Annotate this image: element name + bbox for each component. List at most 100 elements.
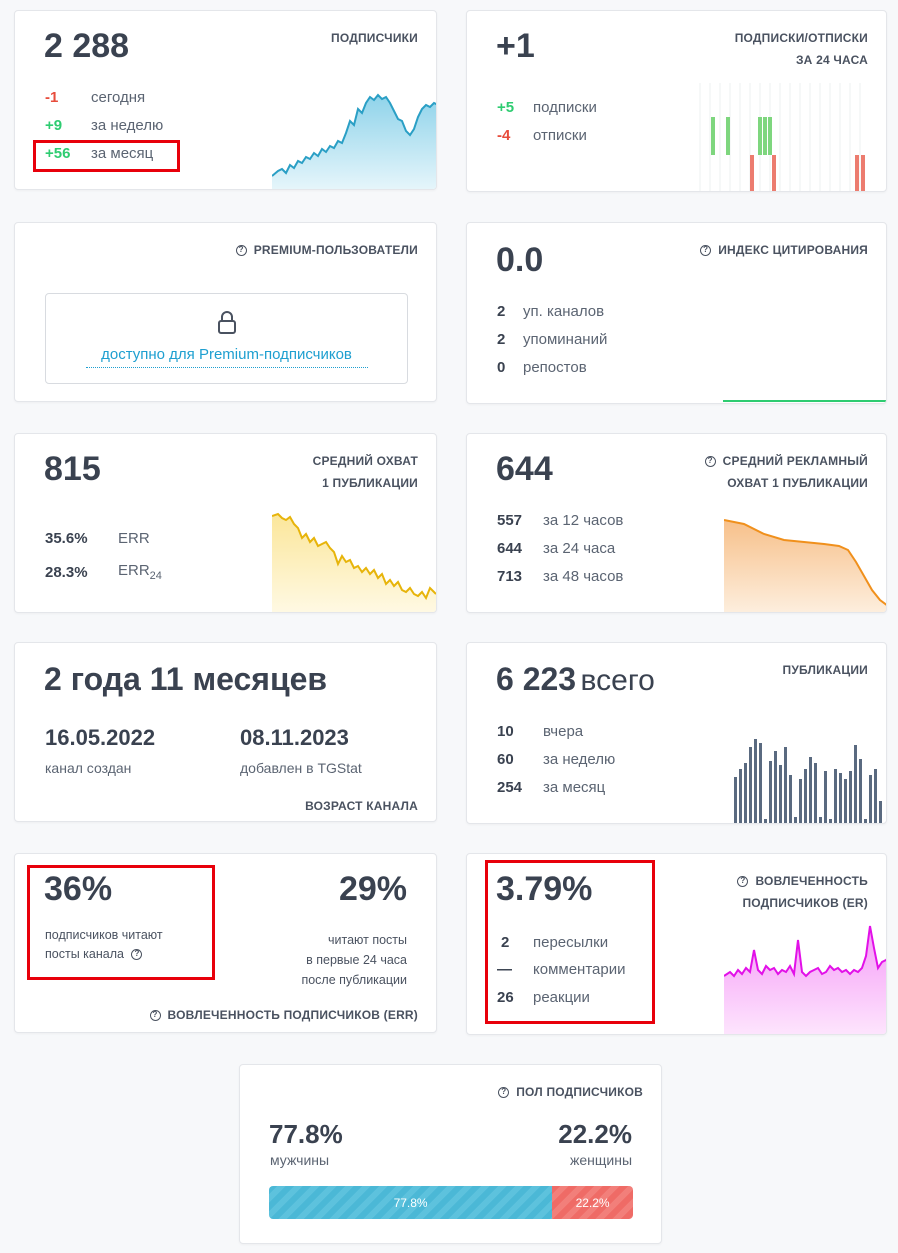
unsubs-value: -4 (497, 127, 511, 144)
subs-value: +5 (497, 99, 515, 116)
posts-week-text: за неделю (543, 751, 616, 768)
ad-reach-value: 644 (496, 450, 553, 488)
citation-mentions-text: упоминаний (523, 331, 608, 348)
created-date: 16.05.2022 (45, 725, 156, 750)
subscribers-count: 2 288 (44, 27, 130, 65)
subscribers-week-text: за неделю (91, 117, 164, 134)
premium-card: ? PREMIUM-ПОЛЬЗОВАТЕЛИ доступно для Premi… (14, 222, 437, 402)
help-icon[interactable]: ? (700, 245, 712, 257)
highlight-box (27, 865, 215, 980)
err-label: ERR (118, 530, 150, 547)
subscribers-sparkline (272, 93, 436, 189)
help-icon[interactable]: ? (149, 1010, 161, 1022)
added-date: 08.11.2023 (240, 725, 349, 750)
female-value: 22.2% (558, 1119, 632, 1149)
ad-reach-sparkline (724, 519, 886, 612)
ad-reach-12h-value: 557 (497, 512, 523, 529)
citation-reposts-value: 0 (497, 359, 506, 376)
posts-week-value: 60 (497, 751, 514, 768)
citation-channels-row: 2 уп. каналов (497, 303, 604, 320)
lock-icon (218, 311, 236, 334)
subscribers-month-text: за месяц (91, 145, 154, 162)
posts-value-wrap: 6 223 всего (496, 661, 655, 698)
help-icon[interactable]: ? (131, 949, 143, 961)
subscribers-week-row: +9 за неделю (45, 117, 163, 134)
ad-reach-12h-text: за 12 часов (543, 512, 624, 529)
unsubs-text: отписки (533, 127, 587, 144)
subs-text: подписки (533, 99, 597, 116)
er-comments-value: — (497, 961, 512, 978)
er-card[interactable]: 3.79% ? ВОВЛЕЧЕННОСТЬ ПОДПИСЧИКОВ (ER) 2 … (466, 853, 887, 1035)
citation-card[interactable]: 0.0 ? ИНДЕКС ЦИТИРОВАНИЯ 2 уп. каналов 2 … (466, 222, 887, 404)
err24-label: ERR24 (118, 562, 162, 582)
posts-month-text: за месяц (543, 779, 606, 796)
subscribers-week-value: +9 (45, 117, 63, 134)
reach-label: СРЕДНИЙ ОХВАТ 1 ПУБЛИКАЦИИ (312, 454, 418, 490)
ad-reach-12h-row: 557 за 12 часов (497, 512, 623, 529)
ad-reach-48h-value: 713 (497, 568, 523, 585)
err24-row: 28.3% ERR24 (45, 562, 162, 582)
highlight-box (485, 860, 655, 1024)
err-value: 35.6% (45, 530, 88, 547)
er-reactions-text: реакции (533, 989, 590, 1006)
er-forwards-text: пересылки (533, 934, 609, 951)
posts-label: ПУБЛИКАЦИИ (782, 663, 868, 677)
ad-reach-label: ? СРЕДНИЙ РЕКЛАМНЫЙ ОХВАТ 1 ПУБЛИКАЦИИ (704, 450, 868, 494)
female-bar: 22.2% (552, 1186, 633, 1219)
posts-card[interactable]: 6 223 всего ПУБЛИКАЦИИ 10 вчера 60 за не… (466, 642, 887, 824)
subscribers-month-value: +56 (45, 145, 71, 162)
err-read-value: 36% (44, 870, 113, 908)
male-bar: 77.8% (269, 1186, 553, 1219)
age-card: 2 года 11 месяцев 16.05.2022 канал созда… (14, 642, 437, 822)
unsubs-row: -4 отписки (497, 127, 587, 144)
er-forwards-value: 2 (501, 934, 510, 951)
created-label: канал создан (45, 760, 132, 776)
err-24h-value: 29% (338, 870, 407, 908)
citation-channels-text: уп. каналов (523, 303, 605, 320)
er-comments-row: — комментарии (497, 961, 625, 978)
posts-yesterday-row: 10 вчера (497, 723, 583, 740)
citation-mentions-row: 2 упоминаний (497, 331, 607, 348)
help-icon[interactable]: ? (498, 1087, 510, 1099)
premium-lock-box: доступно для Premium-подписчиков (45, 293, 408, 384)
subscribers-label: ПОДПИСЧИКИ (331, 31, 418, 45)
ad-reach-24h-value: 644 (497, 540, 523, 557)
added-label: добавлен в TGStat (240, 760, 362, 776)
er-value: 3.79% (496, 870, 593, 908)
er-label: ? ВОВЛЕЧЕННОСТЬ ПОДПИСЧИКОВ (ER) (737, 870, 868, 914)
citation-reposts-row: 0 репостов (497, 359, 587, 376)
premium-link[interactable]: доступно для Premium-подписчиков (101, 346, 352, 363)
err-card: 36% подписчиков читают посты канала ? 29… (14, 853, 437, 1033)
citation-mentions-value: 2 (497, 331, 506, 348)
ad-reach-24h-row: 644 за 24 часа (497, 540, 615, 557)
age-value: 2 года 11 месяцев (44, 661, 328, 697)
reach-value: 815 (44, 450, 101, 488)
er-reactions-value: 26 (497, 989, 514, 1006)
subs-unsubs-label: ПОДПИСКИ/ОТПИСКИ ЗА 24 ЧАСА (734, 31, 868, 67)
citation-reposts-text: репостов (523, 359, 587, 376)
female-label: женщины (569, 1152, 632, 1168)
subscribers-today-value: -1 (45, 89, 59, 106)
help-icon[interactable]: ? (704, 456, 716, 468)
er-forwards-row: 2 пересылки (501, 934, 608, 951)
citation-value: 0.0 (496, 241, 544, 279)
posts-month-value: 254 (497, 779, 523, 796)
subs-unsubs-value: +1 (496, 27, 535, 65)
help-icon[interactable]: ? (235, 245, 247, 257)
err-row: 35.6% ERR (45, 530, 150, 547)
subscribers-today-text: сегодня (91, 89, 146, 106)
subs-row: +5 подписки (497, 99, 597, 116)
subs-unsubs-card[interactable]: +1 ПОДПИСКИ/ОТПИСКИ ЗА 24 ЧАСА +5 подпис… (466, 10, 887, 192)
posts-value: 6 223 (496, 661, 577, 697)
posts-value-suffix: всего (580, 664, 655, 697)
age-label: ВОЗРАСТ КАНАЛА (305, 799, 418, 813)
help-icon[interactable]: ? (737, 876, 749, 888)
posts-bars (734, 739, 882, 823)
gender-card: ? ПОЛ ПОДПИСЧИКОВ 77.8% мужчины 22.2% жен… (239, 1064, 662, 1244)
ad-reach-card[interactable]: 644 ? СРЕДНИЙ РЕКЛАМНЫЙ ОХВАТ 1 ПУБЛИКАЦИ… (466, 433, 887, 613)
err-read-text: подписчиков читают посты канала ? (45, 928, 163, 961)
reach-sparkline (272, 512, 436, 612)
subscribers-card[interactable]: 2 288 ПОДПИСЧИКИ -1 сегодня +9 за неделю… (14, 10, 437, 190)
gender-label: ? ПОЛ ПОДПИСЧИКОВ (498, 1081, 643, 1103)
reach-card[interactable]: 815 СРЕДНИЙ ОХВАТ 1 ПУБЛИКАЦИИ 35.6% ERR… (14, 433, 437, 613)
